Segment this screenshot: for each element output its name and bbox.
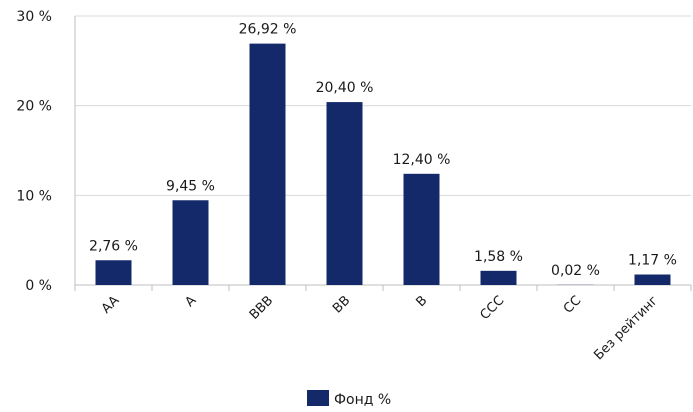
bar (250, 44, 286, 285)
x-tick-label: A (182, 293, 199, 310)
data-label: 26,92 % (239, 22, 297, 38)
bar (173, 200, 209, 285)
bar (96, 260, 132, 285)
x-tick-label: CCC (477, 293, 507, 323)
bar (481, 271, 517, 285)
y-tick-label: 30 % (16, 9, 52, 25)
x-tick-label: CC (561, 293, 584, 316)
legend: Фонд % (307, 390, 391, 408)
x-tick-label: BBB (247, 293, 277, 323)
y-tick-label: 10 % (16, 188, 52, 204)
x-tick-label: BB (330, 293, 353, 316)
x-tick-label: B (413, 293, 430, 310)
legend-swatch-fond (307, 390, 329, 406)
x-tick-label: Без рейтинг (591, 293, 661, 363)
x-tick-label: AA (99, 293, 123, 317)
gridlines (75, 16, 691, 291)
data-label: 12,40 % (393, 152, 451, 168)
data-label: 2,76 % (89, 238, 138, 254)
bar (635, 275, 671, 285)
bars (96, 44, 671, 285)
data-label: 1,17 % (628, 253, 677, 269)
bar (327, 102, 363, 285)
data-label: 20,40 % (316, 80, 374, 96)
y-tick-label: 20 % (16, 99, 52, 115)
legend-label-fond: Фонд % (334, 392, 391, 408)
data-label: 9,45 % (166, 178, 215, 194)
y-axis-tick-labels: 0 % 10 % 20 % 30 % (16, 9, 52, 294)
y-tick-label: 0 % (25, 278, 52, 294)
bar (404, 174, 440, 285)
data-label: 0,02 % (551, 263, 600, 279)
data-label: 1,58 % (474, 249, 523, 265)
